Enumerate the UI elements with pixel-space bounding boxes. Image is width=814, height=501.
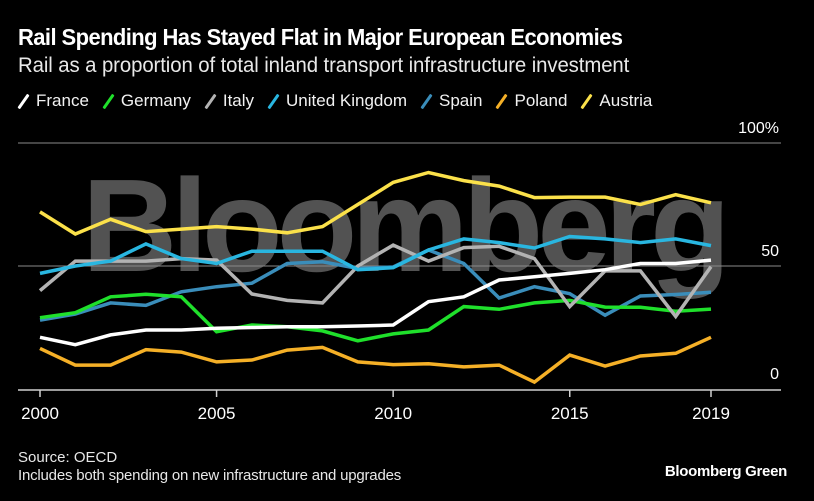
series-line-austria bbox=[39, 170, 712, 236]
chart-subtitle: Rail as a proportion of total inland tra… bbox=[18, 54, 630, 77]
x-tick-label: 2019 bbox=[692, 404, 730, 423]
legend-label: Germany bbox=[120, 91, 191, 110]
series-line-poland bbox=[39, 335, 712, 385]
legend-label: France bbox=[36, 91, 89, 110]
legend-item-poland: Poland bbox=[496, 91, 567, 111]
legend-item-france: France bbox=[18, 91, 89, 111]
legend-item-italy: Italy bbox=[205, 91, 254, 111]
legend-item-united-kingdom: United Kingdom bbox=[268, 91, 407, 111]
series-lines bbox=[38, 170, 713, 385]
legend-item-austria: Austria bbox=[581, 91, 652, 111]
x-tick-label: 2000 bbox=[21, 404, 59, 423]
x-tick-label: 2015 bbox=[551, 404, 589, 423]
legend-label: Poland bbox=[514, 91, 568, 110]
x-tick-label: 2010 bbox=[374, 404, 412, 423]
y-tick-label: 0 bbox=[770, 366, 779, 383]
y-tick-label: 50 bbox=[761, 243, 779, 260]
x-tick-label: 2005 bbox=[198, 404, 236, 423]
y-tick-label: 100% bbox=[738, 120, 779, 137]
legend-label: Spain bbox=[439, 91, 483, 110]
series-line-united-kingdom bbox=[39, 234, 712, 276]
source-note: Source: OECD bbox=[18, 449, 118, 466]
series-line-france bbox=[39, 258, 712, 347]
footnote: Includes both spending on new infrastruc… bbox=[18, 467, 402, 484]
legend-item-germany: Germany bbox=[103, 91, 191, 111]
series-line-germany bbox=[39, 292, 712, 343]
legend-label: Italy bbox=[222, 91, 255, 110]
legend-item-spain: Spain bbox=[421, 91, 482, 111]
series-line-italy bbox=[38, 243, 713, 320]
legend-label: United Kingdom bbox=[286, 91, 407, 110]
chart-title: Rail Spending Has Stayed Flat in Major E… bbox=[18, 24, 623, 50]
legend: France Germany Italy United Kingdom Spain Pol… bbox=[18, 91, 666, 111]
x-axis: 2000 2005 2010 2015 2019 bbox=[18, 389, 781, 423]
legend-label: Austria bbox=[599, 91, 653, 110]
brand-logo: Bloomberg Green bbox=[664, 463, 787, 480]
y-axis-labels: 0 50 100% bbox=[738, 120, 779, 383]
